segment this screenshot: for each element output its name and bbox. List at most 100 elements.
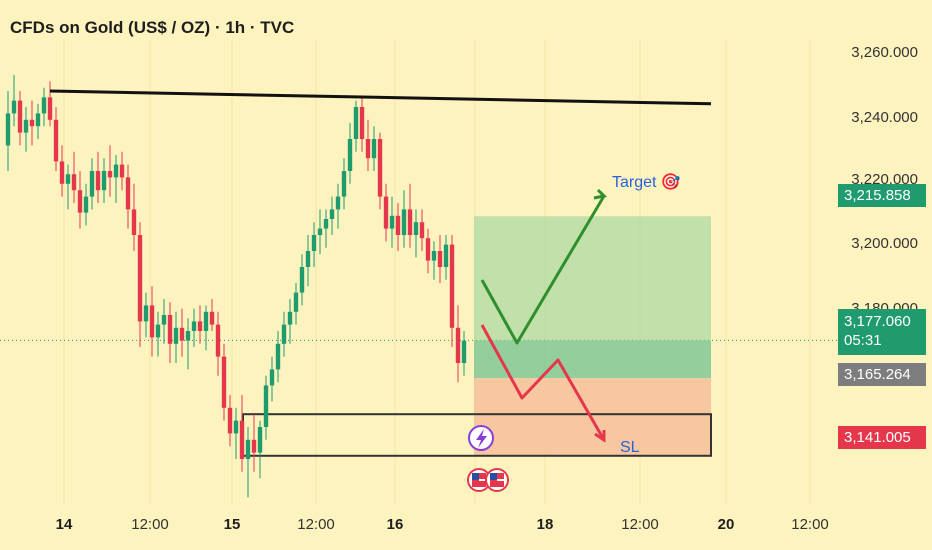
bearish-arrowhead [594,430,606,443]
candle-body-52 [317,228,323,235]
candle-body-16 [101,171,107,191]
candle-body-32 [197,321,203,331]
candle-body-51 [311,235,317,251]
candle-body-67 [407,209,413,235]
candle-body-46 [281,324,287,344]
candle-body-2 [17,100,23,133]
candle-body-63 [383,196,389,229]
current-price-badge: 3,177.060 05:31 [838,309,926,355]
time-tick-16: 16 [386,516,404,533]
profit-zone [474,216,711,379]
candles [5,75,467,498]
price-tick-3200: 3,200.000 [851,235,918,252]
candle-body-24 [149,305,155,338]
candle-body-75 [455,327,461,363]
candle-body-29 [179,327,185,341]
chart-grid [0,40,838,505]
target-annotation: Target 🎯 [612,174,681,191]
candle-body-11 [71,174,77,191]
candle-body-40 [245,439,251,459]
candle-body-54 [329,209,335,219]
price-tick-3260: 3,260.000 [851,44,918,61]
time-tick-18-1200: 12:00 [621,516,659,533]
candle-body-60 [365,139,371,159]
candle-body-73 [443,244,449,267]
candle-body-42 [257,427,263,453]
candle-body-6 [41,97,47,114]
time-tick-20: 20 [717,516,735,533]
current-price-value: 3,177.060 [844,313,911,330]
candle-body-14 [89,171,95,197]
candle-body-31 [191,321,197,331]
candle-body-59 [359,107,365,139]
candle-body-17 [107,171,113,178]
resistance-line [49,89,712,106]
bearish-projection [480,324,606,441]
lightning-icon [476,429,487,448]
candle-body-65 [395,215,401,235]
candle-body-20 [125,177,131,210]
candle-body-55 [335,196,341,210]
candle-body-5 [35,113,41,127]
candle-body-64 [389,215,395,229]
candle-body-7 [47,97,53,120]
candle-body-35 [215,324,221,357]
position-zones [242,216,712,457]
price-tick-3240: 3,240.000 [851,109,918,126]
open-profit-zone [474,340,711,379]
candle-body-74 [449,244,455,328]
time-tick-14-1200: 12:00 [131,516,169,533]
price-tick-3220: 3,220.000 [851,171,918,188]
candle-body-0 [5,113,11,146]
drawings [49,89,712,492]
candle-body-18 [113,164,119,178]
time-tick-15: 15 [223,516,241,533]
candle-body-25 [155,324,161,338]
candle-body-58 [353,107,359,139]
candle-body-36 [221,356,227,408]
time-tick-14: 14 [55,516,73,533]
candle-body-48 [293,292,299,312]
bar-countdown: 05:31 [844,332,882,349]
candle-body-19 [119,164,125,178]
candle-body-30 [185,331,191,341]
bullish-arrowhead [593,188,608,200]
candle-body-53 [323,219,329,229]
candle-body-69 [419,222,425,239]
candle-body-44 [269,369,275,386]
candle-body-43 [263,385,269,427]
candle-body-56 [341,171,347,197]
bullish-projection [480,195,606,345]
time-tick-20-1200: 12:00 [791,516,829,533]
candle-body-41 [251,439,257,453]
target-price-badge: 3,215.858 [838,184,926,207]
candle-body-68 [413,222,419,235]
candle-body-70 [425,238,431,261]
candle-body-23 [143,305,149,322]
candle-body-21 [131,209,137,235]
candle-body-71 [431,251,437,261]
candle-body-61 [371,139,377,159]
candle-body-33 [203,311,209,331]
candle-body-39 [239,420,245,459]
candle-body-57 [347,139,353,171]
entry-price-badge: 3,165.264 [838,363,926,386]
candle-body-22 [137,235,143,322]
candle-body-27 [167,315,173,344]
stop-price-badge: 3,141.005 [838,426,926,449]
candle-body-66 [401,209,407,235]
candle-body-72 [437,251,443,267]
candle-body-62 [377,139,383,197]
sl-annotation: SL [620,439,640,456]
candle-body-45 [275,343,281,370]
candle-body-28 [173,327,179,344]
loss-zone [474,378,711,456]
candle-body-10 [65,174,71,184]
candle-body-38 [233,420,239,434]
candle-body-12 [77,190,83,213]
candle-body-26 [161,315,167,325]
us-flag-canton-1 [490,473,497,480]
candle-body-37 [227,407,233,434]
